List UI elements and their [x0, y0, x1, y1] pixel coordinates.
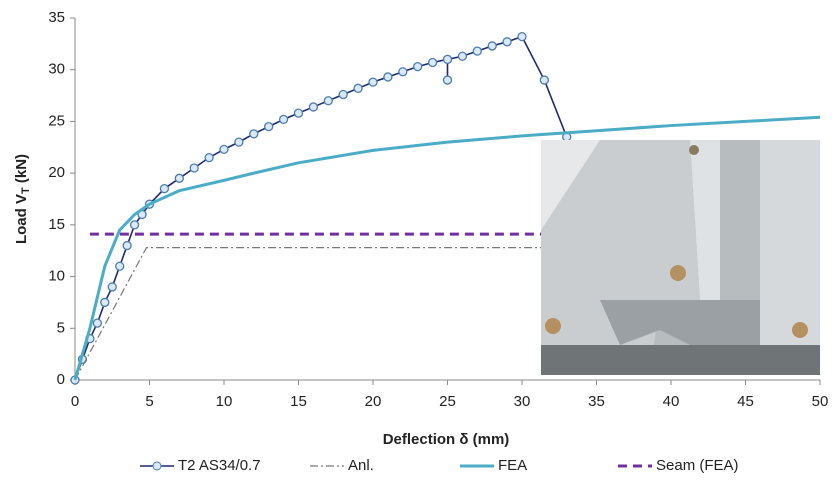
- series-line: [74, 247, 545, 381]
- x-tick-label: 10: [216, 393, 233, 410]
- point: [413, 61, 423, 72]
- point: [107, 282, 117, 292]
- point: [383, 72, 393, 82]
- point: [442, 75, 453, 85]
- series-line: [74, 35, 568, 381]
- point: [457, 51, 468, 61]
- point: [100, 297, 110, 308]
- photo: [541, 140, 820, 375]
- y-axis-title: Load VT (kN): [13, 154, 32, 244]
- point: [278, 114, 289, 125]
- x-tick-label: 45: [737, 393, 754, 410]
- y-tick-label: 25: [48, 112, 65, 129]
- point: [502, 37, 512, 47]
- point: [129, 220, 140, 230]
- y-tick-label: 0: [57, 371, 65, 388]
- point: [293, 108, 304, 118]
- x-tick-label: 15: [290, 393, 307, 410]
- point: [219, 144, 229, 155]
- point: [442, 54, 453, 65]
- point: [353, 83, 363, 93]
- x-axis-title: Deflection δ (mm): [383, 431, 510, 448]
- point: [517, 31, 527, 42]
- x-tick-label: 0: [71, 393, 79, 410]
- point: [427, 57, 438, 68]
- y-tick-label: 35: [48, 9, 65, 26]
- point: [338, 89, 348, 100]
- x-tick-label: 35: [588, 393, 605, 410]
- point: [487, 41, 497, 51]
- y-axis-title-sub: T: [20, 187, 32, 194]
- point: [204, 152, 214, 163]
- point: [539, 75, 549, 85]
- point: [264, 121, 274, 132]
- legend-marker: [152, 461, 162, 471]
- point: [234, 137, 244, 147]
- legend-label: FEA: [498, 457, 527, 474]
- point: [189, 163, 199, 173]
- x-tick-label: 50: [812, 393, 829, 410]
- point: [249, 129, 259, 139]
- point: [368, 77, 378, 87]
- x-tick-label: 40: [663, 393, 680, 410]
- point: [122, 240, 132, 251]
- y-tick-label: 30: [48, 61, 65, 78]
- y-tick-label: 20: [48, 164, 65, 181]
- legend-label: Seam (FEA): [656, 457, 739, 474]
- legend-label: Anl.: [348, 457, 374, 474]
- y-axis-title-main: Load V: [13, 194, 30, 244]
- y-tick-label: 5: [57, 319, 65, 336]
- y-axis-title-unit: (kN): [13, 154, 30, 187]
- x-tick-label: 25: [439, 393, 456, 410]
- x-tick-label: 30: [514, 393, 531, 410]
- point: [92, 318, 102, 328]
- point: [159, 184, 170, 194]
- series-line: [73, 115, 821, 381]
- point: [472, 46, 482, 56]
- legend-label: T2 AS34/0.7: [178, 457, 261, 474]
- y-tick-label: 10: [48, 268, 65, 285]
- point: [308, 102, 319, 112]
- x-tick-label: 20: [365, 393, 382, 410]
- y-tick-label: 15: [48, 216, 65, 233]
- point: [115, 261, 125, 271]
- x-tick-label: 5: [145, 393, 153, 410]
- point: [398, 67, 408, 77]
- point: [323, 96, 333, 106]
- point: [174, 173, 184, 183]
